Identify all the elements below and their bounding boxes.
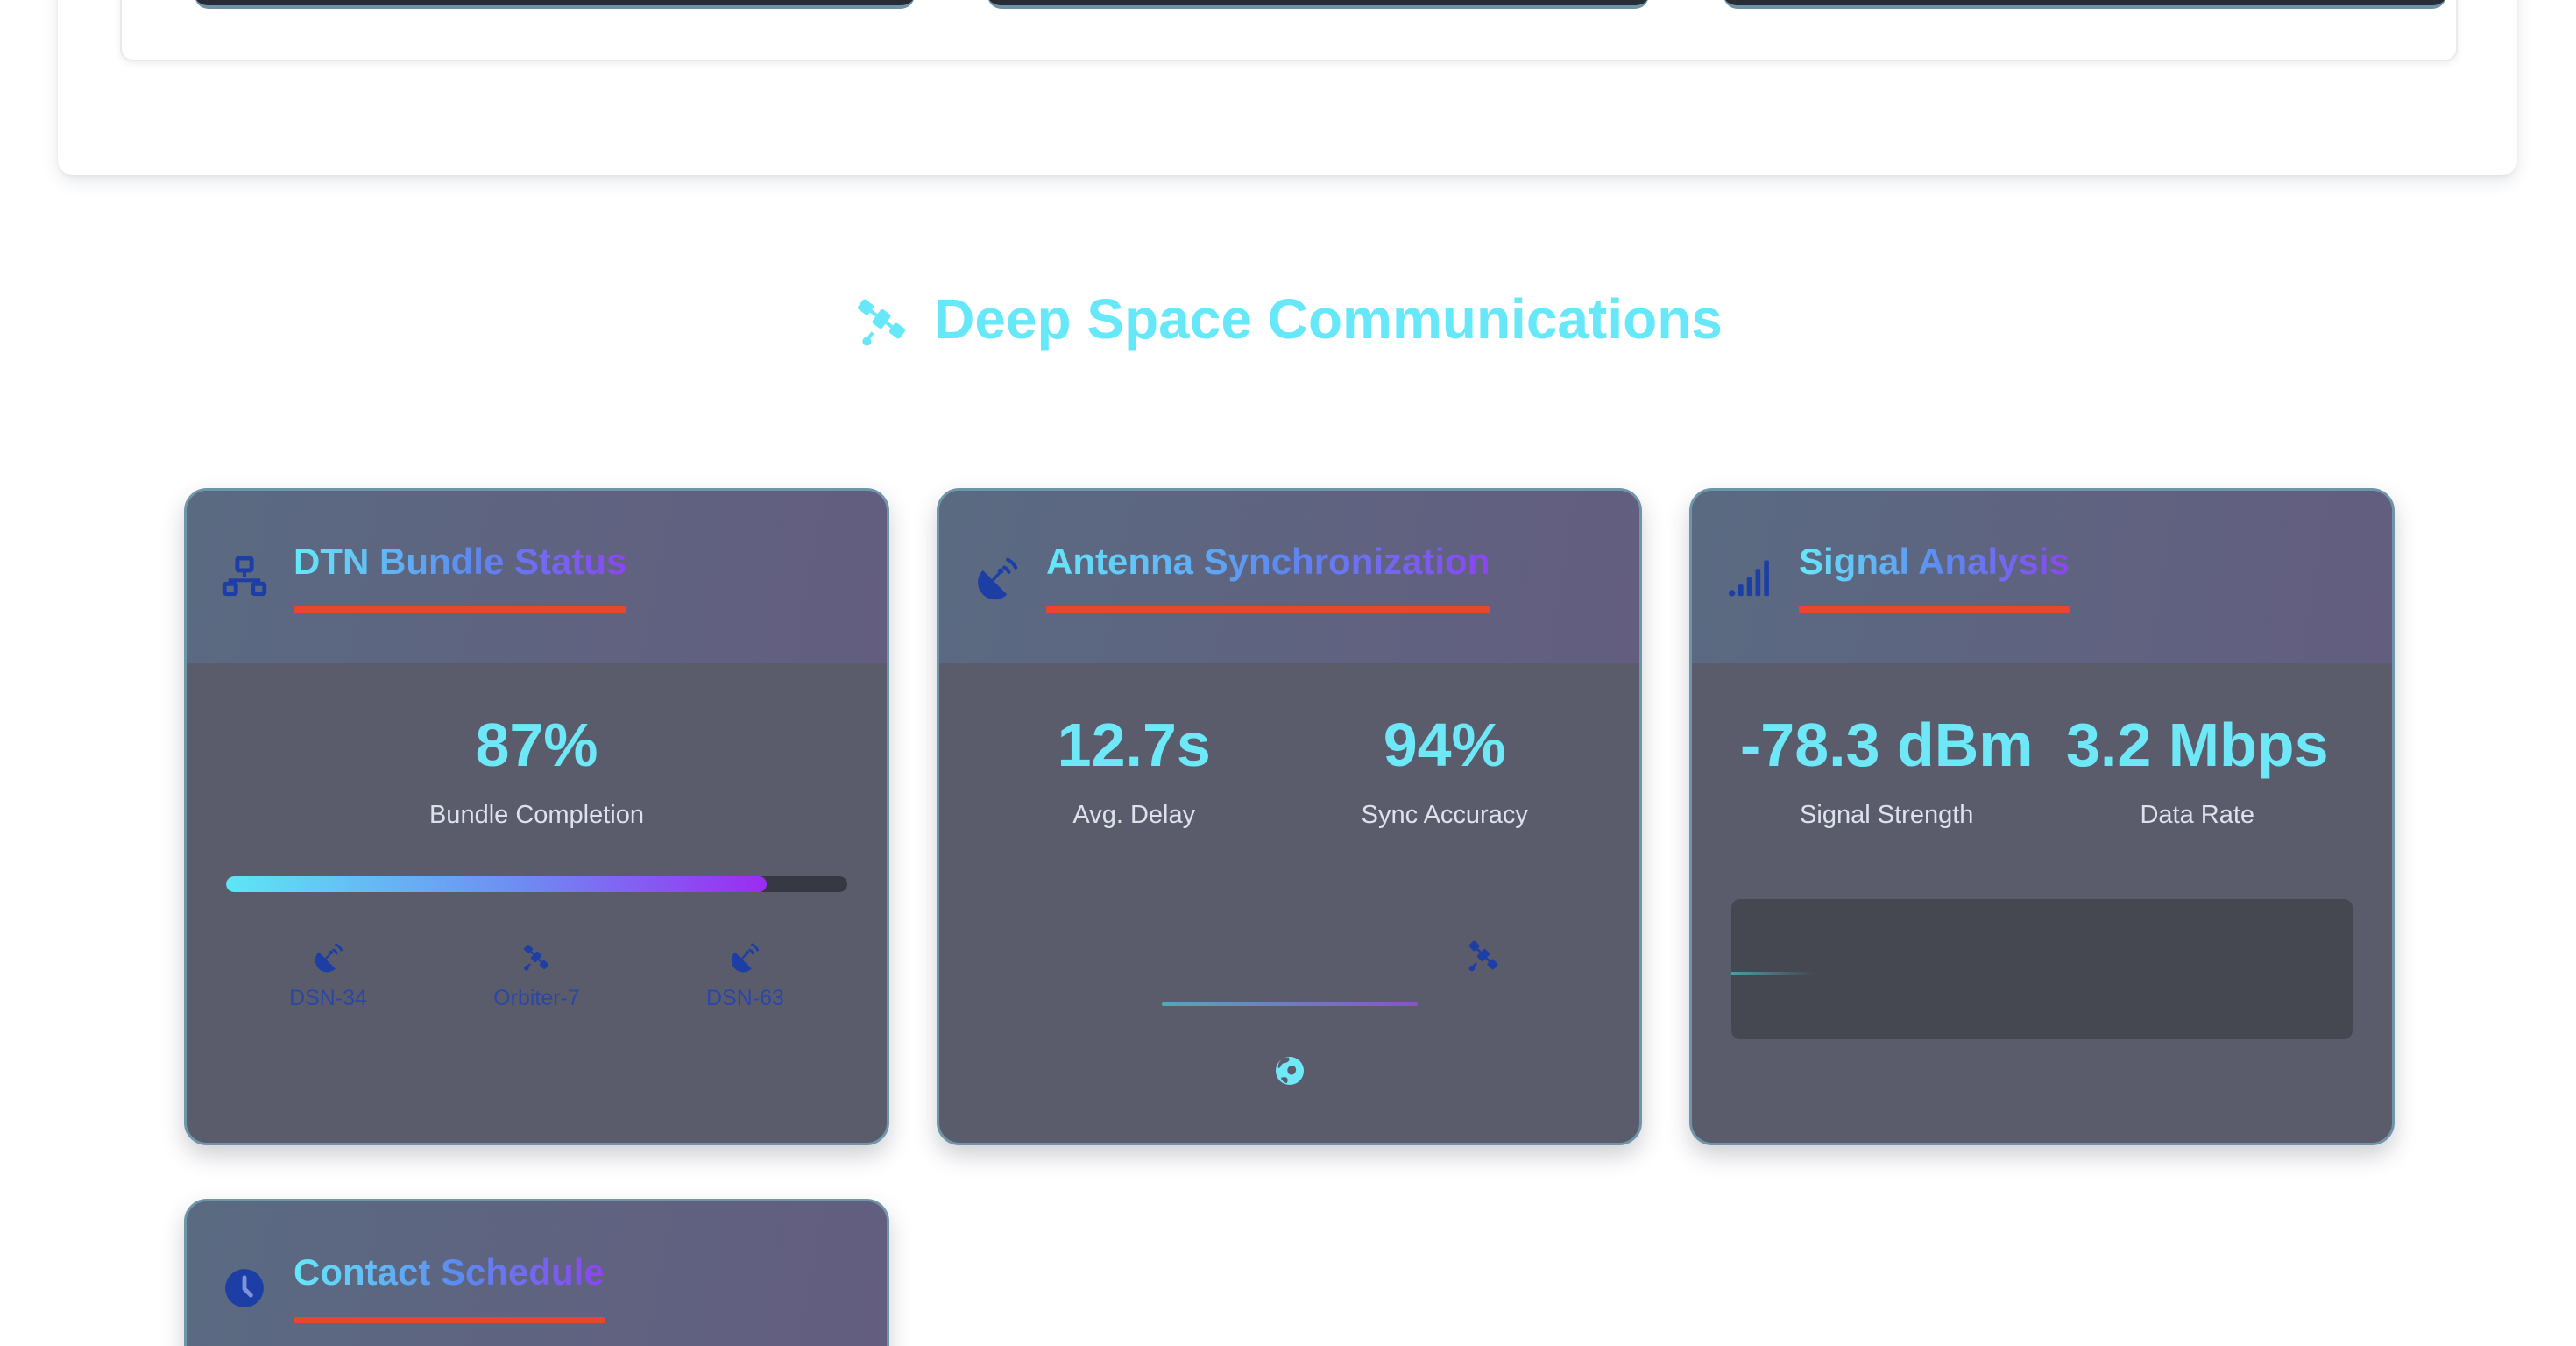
- comms-cards-grid: DTN Bundle Status 87% Bundle Completion: [184, 488, 2396, 1346]
- title-underline: [1046, 606, 1490, 613]
- card-title: DTN Bundle Status: [294, 540, 627, 582]
- avg-delay-stat: 12.7s Avg. Delay: [979, 714, 1290, 831]
- station-label: Orbiter-7: [493, 985, 580, 1010]
- waveform-line: [1731, 971, 1815, 975]
- bundle-progress-bar: [226, 875, 847, 892]
- title-underline: [1799, 606, 2070, 613]
- station-orbiter-7: Orbiter-7: [493, 941, 580, 1011]
- card-title: Contact Schedule: [294, 1250, 605, 1293]
- card-antenna-synchronization: Antenna Synchronization 12.7s Avg. Delay…: [937, 488, 1642, 1145]
- bundle-completion-label: Bundle Completion: [428, 801, 645, 829]
- section-header: Deep Space Communications: [0, 286, 2576, 352]
- station-label: DSN-63: [705, 985, 784, 1010]
- bundle-progress-fill: [226, 875, 767, 892]
- previous-section-card-remnant: [195, 0, 915, 9]
- card-header: DTN Bundle Status: [187, 491, 887, 663]
- card-title-block: Signal Analysis: [1799, 540, 2070, 613]
- title-underline: [294, 1317, 605, 1324]
- station-dsn-34: DSN-34: [289, 941, 367, 1011]
- sync-accuracy-stat: 94% Sync Accuracy: [1290, 714, 1601, 831]
- card-contact-schedule: Contact Schedule: [184, 1199, 889, 1346]
- card-title: Antenna Synchronization: [1046, 540, 1490, 582]
- satellite-icon: [850, 287, 913, 351]
- sync-accuracy-value: 94%: [1383, 711, 1506, 779]
- card-title: Signal Analysis: [1799, 540, 2070, 582]
- clock-icon: [222, 1265, 267, 1311]
- card-title-block: Antenna Synchronization: [1046, 540, 1490, 613]
- card-header: Antenna Synchronization: [939, 491, 1639, 663]
- globe-icon: [1273, 1054, 1306, 1087]
- card-header: Contact Schedule: [187, 1201, 887, 1346]
- card-header: Signal Analysis: [1692, 491, 2392, 663]
- card-title-block: Contact Schedule: [294, 1250, 605, 1324]
- waveform-panel: [1731, 898, 2353, 1039]
- data-rate-label: Data Rate: [2140, 801, 2255, 829]
- stats-row: 12.7s Avg. Delay 94% Sync Accuracy: [979, 714, 1600, 831]
- data-rate-stat: 3.2 Mbps Data Rate: [2042, 714, 2353, 831]
- signal-strength-stat: -78.3 dBm Signal Strength: [1731, 714, 2042, 831]
- sync-accuracy-label: Sync Accuracy: [1361, 801, 1528, 829]
- signal-bars-icon: [1727, 555, 1773, 600]
- orbit-visualization: [979, 839, 1600, 1094]
- orbit-path-line: [1161, 1002, 1418, 1006]
- previous-section-card-remnant: [987, 0, 1649, 9]
- card-signal-analysis: Signal Analysis -78.3 dBm Signal Strengt…: [1689, 488, 2395, 1145]
- network-nodes-icon: [222, 555, 267, 600]
- signal-strength-value: -78.3 dBm: [1739, 711, 2034, 779]
- card-title-block: DTN Bundle Status: [294, 540, 627, 613]
- station-dsn-63: DSN-63: [706, 941, 784, 1011]
- previous-section-inner-panel: [120, 0, 2458, 61]
- avg-delay-label: Avg. Delay: [1072, 801, 1196, 829]
- data-rate-value: 3.2 Mbps: [2065, 711, 2329, 779]
- title-underline: [294, 606, 627, 613]
- avg-delay-value: 12.7s: [1057, 711, 1211, 779]
- satellite-dish-icon: [729, 941, 761, 973]
- card-body: 12.7s Avg. Delay 94% Sync Accuracy: [939, 663, 1639, 1143]
- stats-row: -78.3 dBm Signal Strength 3.2 Mbps Data …: [1731, 714, 2353, 831]
- satellite-icon: [520, 941, 552, 973]
- station-label: DSN-34: [289, 985, 367, 1010]
- section-title: Deep Space Communications: [934, 287, 1723, 351]
- satellite-dish-icon: [974, 555, 1020, 600]
- bundle-completion-value: 87%: [475, 711, 598, 779]
- card-dtn-bundle-status: DTN Bundle Status 87% Bundle Completion: [184, 488, 889, 1145]
- card-body: -78.3 dBm Signal Strength 3.2 Mbps Data …: [1692, 663, 2392, 1143]
- card-body: 87% Bundle Completion: [187, 663, 887, 1143]
- stations-row: DSN-34: [226, 941, 847, 1011]
- satellite-dish-icon: [313, 941, 344, 973]
- signal-strength-label: Signal Strength: [1800, 801, 1974, 829]
- satellite-icon: [1465, 937, 1502, 974]
- previous-section-card-remnant: [1723, 0, 2446, 9]
